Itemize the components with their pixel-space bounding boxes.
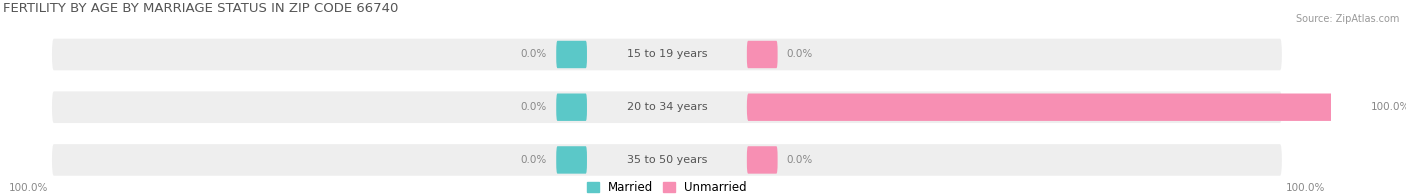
FancyBboxPatch shape [747, 41, 778, 68]
Text: FERTILITY BY AGE BY MARRIAGE STATUS IN ZIP CODE 66740: FERTILITY BY AGE BY MARRIAGE STATUS IN Z… [3, 2, 398, 15]
Text: 0.0%: 0.0% [520, 102, 547, 112]
FancyBboxPatch shape [747, 93, 1362, 121]
Text: 0.0%: 0.0% [787, 155, 813, 165]
Text: 100.0%: 100.0% [8, 183, 48, 193]
FancyBboxPatch shape [557, 93, 586, 121]
Text: 100.0%: 100.0% [1371, 102, 1406, 112]
FancyBboxPatch shape [52, 91, 1282, 123]
FancyBboxPatch shape [52, 144, 1282, 176]
Text: 35 to 50 years: 35 to 50 years [627, 155, 707, 165]
FancyBboxPatch shape [557, 41, 586, 68]
Text: 0.0%: 0.0% [520, 49, 547, 60]
Text: 100.0%: 100.0% [1285, 183, 1324, 193]
Text: 0.0%: 0.0% [520, 155, 547, 165]
FancyBboxPatch shape [52, 39, 1282, 70]
Text: 15 to 19 years: 15 to 19 years [627, 49, 707, 60]
Legend: Married, Unmarried: Married, Unmarried [588, 181, 747, 194]
Text: 20 to 34 years: 20 to 34 years [627, 102, 707, 112]
Text: Source: ZipAtlas.com: Source: ZipAtlas.com [1295, 14, 1399, 24]
FancyBboxPatch shape [557, 146, 586, 174]
FancyBboxPatch shape [747, 146, 778, 174]
Text: 0.0%: 0.0% [787, 49, 813, 60]
